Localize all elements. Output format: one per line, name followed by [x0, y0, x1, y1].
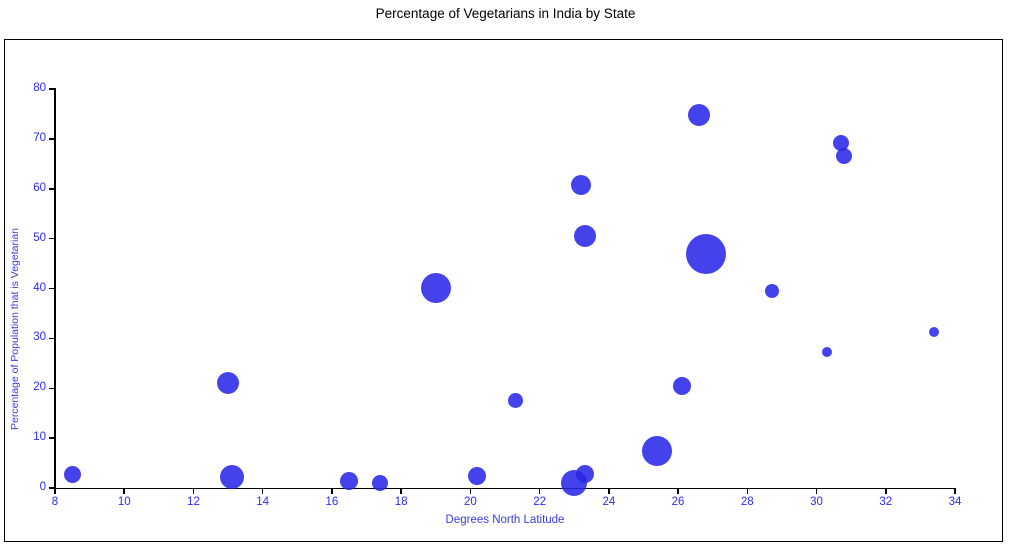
data-point-bubble: [217, 372, 240, 395]
y-tick-label: 80: [33, 82, 46, 94]
x-tick-mark: [192, 489, 195, 494]
data-point-bubble: [420, 272, 451, 303]
data-point-bubble: [929, 326, 940, 337]
y-tick-mark: [49, 487, 54, 489]
x-tick-label: 16: [325, 496, 339, 508]
y-tick-mark: [49, 88, 54, 90]
x-tick-mark: [608, 489, 610, 494]
y-tick-label: 20: [33, 381, 46, 394]
x-tick-label: 34: [948, 496, 962, 508]
x-axis-label: Degrees North Latitude: [445, 514, 565, 526]
y-tick-mark: [49, 237, 54, 240]
data-point-bubble: [821, 347, 832, 358]
data-point-bubble: [63, 465, 81, 483]
x-tick-label: 10: [117, 496, 131, 508]
x-tick-label: 20: [463, 496, 477, 508]
data-point-bubble: [836, 147, 853, 164]
y-tick-label: 10: [33, 431, 46, 444]
y-tick-label: 50: [33, 231, 46, 244]
y-tick-label: 60: [33, 181, 46, 194]
x-tick-mark: [815, 489, 818, 494]
data-point-bubble: [672, 376, 691, 395]
x-tick-label: 24: [602, 496, 616, 508]
x-axis-line: [54, 487, 956, 489]
data-point-bubble: [573, 225, 596, 248]
data-point-bubble: [219, 465, 244, 490]
x-tick-label: 28: [740, 496, 754, 508]
chart-title: Percentage of Vegetarians in India by St…: [375, 6, 636, 21]
data-point-bubble: [372, 474, 389, 491]
y-axis-line: [54, 88, 56, 489]
x-tick-label: 22: [533, 496, 546, 508]
x-tick-label: 14: [256, 496, 270, 508]
x-tick-label: 32: [879, 496, 893, 508]
y-tick-mark: [49, 387, 54, 389]
plot-frame: Percentage of Population that is Vegetar…: [4, 39, 1003, 542]
data-point-bubble: [832, 134, 849, 151]
x-tick-label: 12: [187, 496, 200, 508]
x-tick-mark: [400, 489, 402, 494]
x-tick-mark: [123, 489, 125, 494]
y-tick-mark: [49, 188, 54, 190]
x-tick-mark: [469, 489, 472, 494]
y-tick-mark: [49, 138, 54, 140]
x-tick-mark: [746, 489, 749, 494]
y-tick-mark: [49, 437, 54, 439]
x-tick-mark: [538, 489, 541, 494]
x-tick-label: 18: [394, 496, 408, 508]
x-tick-label: 26: [671, 496, 685, 508]
data-point-bubble: [575, 464, 594, 483]
data-point-bubble: [764, 283, 779, 298]
x-tick-label: 8: [51, 496, 59, 508]
x-tick-mark: [954, 489, 956, 494]
x-tick-mark: [54, 489, 56, 494]
y-tick-label: 0: [39, 481, 46, 493]
x-tick-mark: [885, 489, 887, 494]
y-tick-label: 70: [33, 131, 46, 144]
data-point-bubble: [507, 392, 523, 408]
x-tick-mark: [677, 489, 679, 494]
data-point-bubble: [340, 471, 359, 490]
y-axis-label: Percentage of Population that is Vegetar…: [9, 227, 22, 430]
data-point-bubble: [468, 467, 487, 486]
y-tick-label: 40: [33, 281, 46, 294]
data-point-bubble: [642, 436, 673, 467]
y-tick-label: 30: [33, 331, 46, 344]
y-tick-mark: [49, 287, 54, 290]
x-tick-mark: [261, 489, 264, 494]
data-point-bubble: [571, 174, 592, 195]
data-point-bubble: [685, 233, 726, 274]
x-tick-mark: [331, 489, 333, 494]
y-tick-mark: [49, 337, 54, 340]
x-tick-label: 30: [810, 496, 823, 508]
data-point-bubble: [687, 103, 710, 126]
